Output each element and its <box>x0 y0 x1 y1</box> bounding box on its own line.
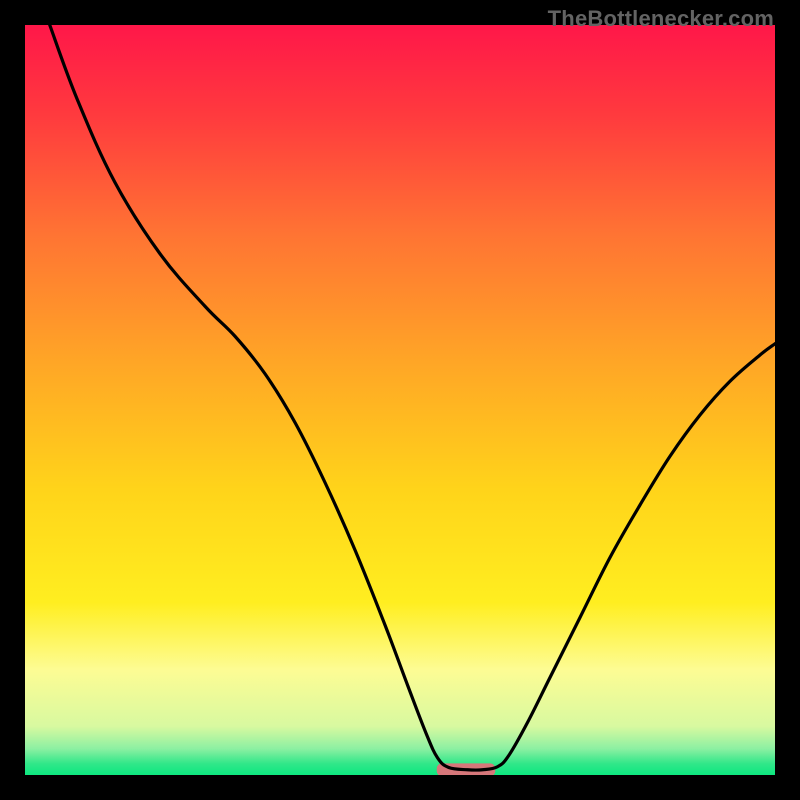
bottleneck-chart <box>25 25 775 775</box>
watermark-text: TheBottlenecker.com <box>548 6 774 32</box>
outer-frame: TheBottlenecker.com <box>0 0 800 800</box>
